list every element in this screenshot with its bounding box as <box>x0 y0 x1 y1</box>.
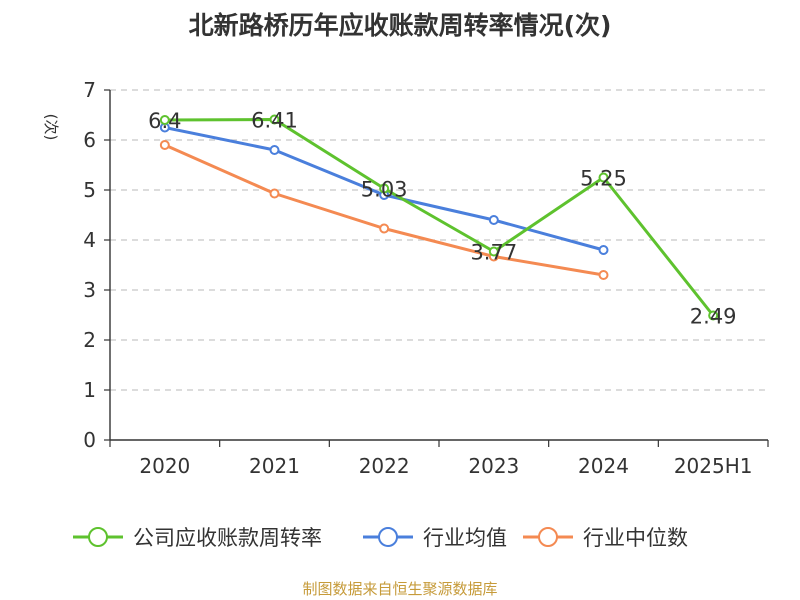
y-tick-label: 4 <box>83 228 96 252</box>
data-point <box>269 145 280 155</box>
y-tick-label: 3 <box>83 278 96 302</box>
data-point <box>598 270 609 280</box>
legend-marker[interactable] <box>88 527 108 547</box>
data-labels: 6.4 6.41 5.03 3.77 5.25 2.49 <box>148 109 736 329</box>
legend-label[interactable]: 行业均值 <box>423 526 507 550</box>
data-point <box>379 223 390 234</box>
x-tick-label: 2023 <box>468 454 519 478</box>
data-point <box>708 310 719 321</box>
data-point <box>269 188 280 199</box>
series-line <box>164 118 715 317</box>
y-tick-label: 1 <box>83 378 96 402</box>
x-tick-label: 2021 <box>249 454 300 478</box>
x-tick-label: 2025H1 <box>674 454 753 478</box>
data-label: 6.41 <box>251 109 298 133</box>
legend[interactable]: 公司应收账款周转率 行业均值 行业中位数 <box>73 526 688 550</box>
data-point <box>159 115 170 125</box>
data-point <box>159 140 170 150</box>
data-point <box>488 246 499 257</box>
source-note: 制图数据来自恒生聚源数据库 <box>302 580 498 598</box>
y-tick-label: 5 <box>83 178 96 202</box>
chart-title: 北新路桥历年应收账款周转率情况(次) <box>188 11 612 40</box>
y-tick-label: 7 <box>83 78 96 102</box>
data-label: 5.03 <box>361 178 408 202</box>
x-tick-label: 2024 <box>578 454 629 478</box>
data-point <box>598 172 609 183</box>
x-tick-label: 2020 <box>139 454 190 478</box>
x-tick-label: 2022 <box>359 454 410 478</box>
data-label: 3.77 <box>470 241 517 265</box>
legend-marker[interactable] <box>378 527 398 547</box>
legend-label[interactable]: 公司应收账款周转率 <box>133 526 322 550</box>
y-tick-label: 0 <box>83 428 96 452</box>
legend-marker[interactable] <box>538 527 558 547</box>
data-point <box>598 245 609 255</box>
y-tick-label: 6 <box>83 128 96 152</box>
data-label: 5.25 <box>580 167 627 191</box>
data-point <box>269 114 280 125</box>
y-tick-label: 2 <box>83 328 96 352</box>
legend-label[interactable]: 行业中位数 <box>583 526 688 550</box>
axes: 0 1 2 3 4 5 6 7 2020 2021 2022 2023 2024 2025H1 <box>83 78 769 478</box>
data-label: 2.49 <box>690 305 737 329</box>
y-axis-title: (次) <box>42 114 60 141</box>
series-line <box>164 143 604 277</box>
series-lines <box>159 114 719 321</box>
data-label: 6.4 <box>148 109 181 133</box>
data-point <box>488 215 499 225</box>
data-point <box>379 183 390 194</box>
